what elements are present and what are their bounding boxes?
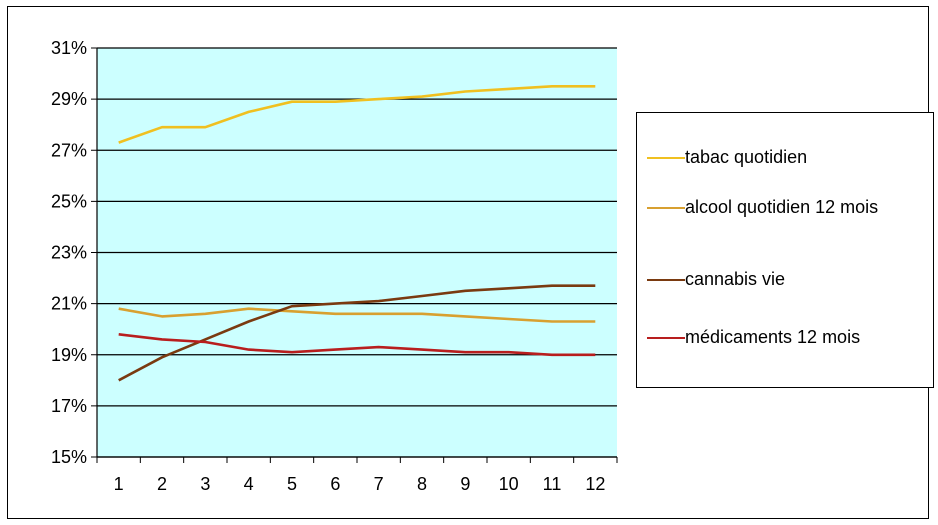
y-tick-label: 29% — [51, 89, 87, 109]
x-tick-label: 12 — [585, 474, 605, 494]
legend-swatch-2 — [647, 279, 685, 281]
x-tick-label: 7 — [374, 474, 384, 494]
legend-label-0: tabac quotidien — [685, 147, 808, 167]
series-line-1 — [118, 307, 596, 323]
legend-entry-2: cannabis vie — [637, 257, 933, 317]
legend-entry-1: alcool quotidien 12 mois — [637, 185, 933, 245]
legend-swatch-3 — [647, 337, 685, 339]
legend-label-1: alcool quotidien 12 mois — [685, 197, 879, 217]
x-tick-label: 11 — [543, 474, 562, 494]
legend-swatch-0 — [647, 157, 685, 159]
x-tick-label: 8 — [417, 474, 427, 494]
y-tick-label: 17% — [51, 396, 87, 416]
x-tick-label: 9 — [460, 474, 470, 494]
x-tick-label: 3 — [200, 474, 210, 494]
series-line-3 — [118, 333, 596, 357]
x-tick-label: 10 — [499, 474, 519, 494]
y-tick-label: 23% — [51, 243, 87, 263]
legend-swatch-1 — [647, 207, 685, 209]
x-tick-label: 5 — [287, 474, 297, 494]
x-tick-label: 1 — [114, 474, 124, 494]
y-tick-label: 19% — [51, 345, 87, 365]
chart-legend: tabac quotidien alcool quotidien 12 mois… — [636, 112, 934, 388]
x-tick-label: 2 — [157, 474, 167, 494]
legend-entry-0: tabac quotidien — [637, 135, 933, 195]
legend-entry-3: médicaments 12 mois — [637, 315, 933, 375]
y-tick-label: 21% — [51, 294, 87, 314]
legend-label-2: cannabis vie — [685, 269, 786, 289]
x-tick-label: 4 — [244, 474, 254, 494]
y-tick-label: 25% — [51, 191, 87, 211]
y-tick-label: 31% — [51, 38, 87, 58]
y-tick-label: 15% — [51, 447, 87, 467]
legend-label-3: médicaments 12 mois — [685, 327, 861, 347]
series-line-0 — [118, 85, 596, 144]
x-tick-label: 6 — [330, 474, 340, 494]
y-tick-label: 27% — [51, 140, 87, 160]
